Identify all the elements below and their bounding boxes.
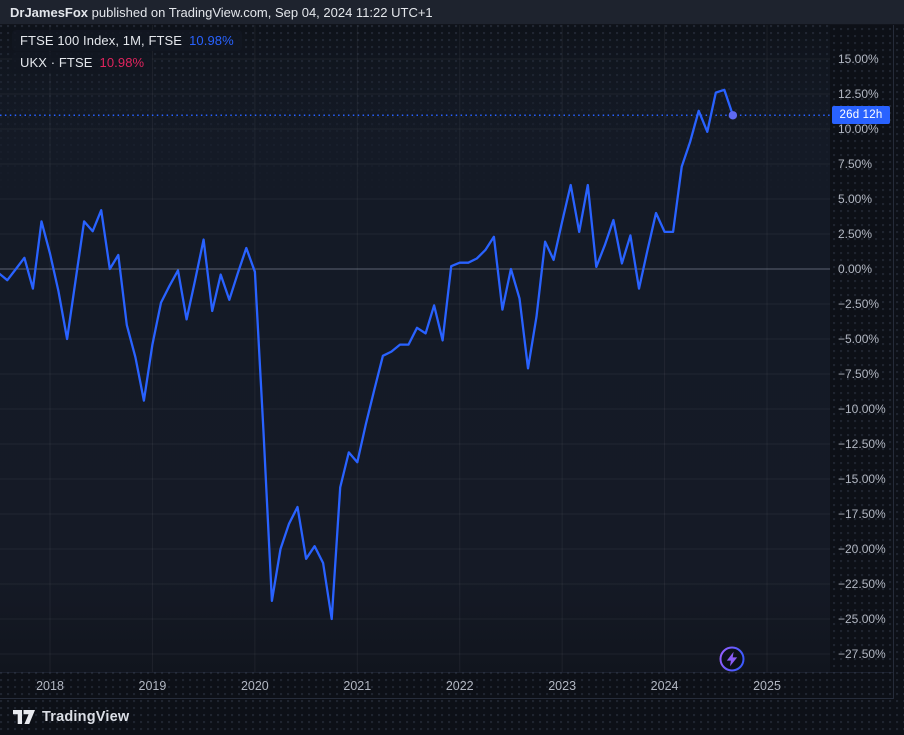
price-axis-label: −15.00% <box>838 472 886 486</box>
widget-right-border <box>893 25 894 699</box>
price-axis-label: −2.50% <box>838 297 880 311</box>
price-axis-label: −20.00% <box>838 542 886 556</box>
price-axis-label: −27.50% <box>838 647 886 661</box>
boost-button[interactable] <box>718 645 746 673</box>
price-axis-label: −10.00% <box>838 402 886 416</box>
price-axis-label: 12.50% <box>838 87 879 101</box>
legend-item-main-series[interactable]: FTSE 100 Index, 1M, FTSE 10.98% <box>12 30 242 51</box>
legend-compare-value: 10.98% <box>99 55 145 70</box>
tradingview-wordmark[interactable]: TradingView <box>42 709 130 725</box>
bar-countdown-badge[interactable]: 26d 12h <box>832 106 890 125</box>
footer-bar: TradingView <box>0 699 904 735</box>
time-axis-label: 2024 <box>650 679 679 693</box>
legend-compare-label: UKX · FTSE <box>20 55 93 70</box>
legend-main-label: FTSE 100 Index, 1M, FTSE <box>20 33 183 48</box>
author-name: DrJamesFox <box>10 4 89 20</box>
price-axis-label: −5.00% <box>838 332 880 346</box>
time-axis-label: 2018 <box>36 679 64 693</box>
legend-item-compare-series[interactable]: UKX · FTSE 10.98% <box>12 52 153 73</box>
price-axis-label: −25.00% <box>838 612 886 626</box>
widget-bottom-border <box>0 698 894 699</box>
chart-legend: FTSE 100 Index, 1M, FTSE 10.98% UKX · FTS… <box>12 30 242 73</box>
time-axis-label: 2023 <box>548 679 577 693</box>
price-axis-label: −7.50% <box>838 367 880 381</box>
time-axis-label: 2020 <box>240 679 269 693</box>
publish-header: DrJamesFox published on TradingView.com,… <box>0 0 904 25</box>
price-axis-label: 10.00% <box>838 122 879 136</box>
lightning-bolt-icon <box>719 646 745 672</box>
time-axis-separator <box>0 672 894 673</box>
time-axis-label: 2022 <box>445 679 474 693</box>
price-axis-label: 15.00% <box>838 52 879 66</box>
time-axis-label: 2025 <box>753 679 781 693</box>
tradingview-logo-icon[interactable] <box>13 710 35 724</box>
publish-info: published on TradingView.com, Sep 04, 20… <box>88 4 433 20</box>
price-axis-label: −22.50% <box>838 577 886 591</box>
price-axis-label: −17.50% <box>838 507 886 521</box>
price-axis-label: −12.50% <box>838 437 886 451</box>
price-axis-label: 5.00% <box>838 192 873 206</box>
time-axis-label: 2019 <box>138 679 167 693</box>
legend-main-value: 10.98% <box>189 33 234 48</box>
time-axis-label: 2021 <box>343 679 372 693</box>
price-axis-label: 0.00% <box>838 262 873 276</box>
price-axis-label: 2.50% <box>838 227 873 241</box>
price-axis-label: 7.50% <box>838 157 873 171</box>
